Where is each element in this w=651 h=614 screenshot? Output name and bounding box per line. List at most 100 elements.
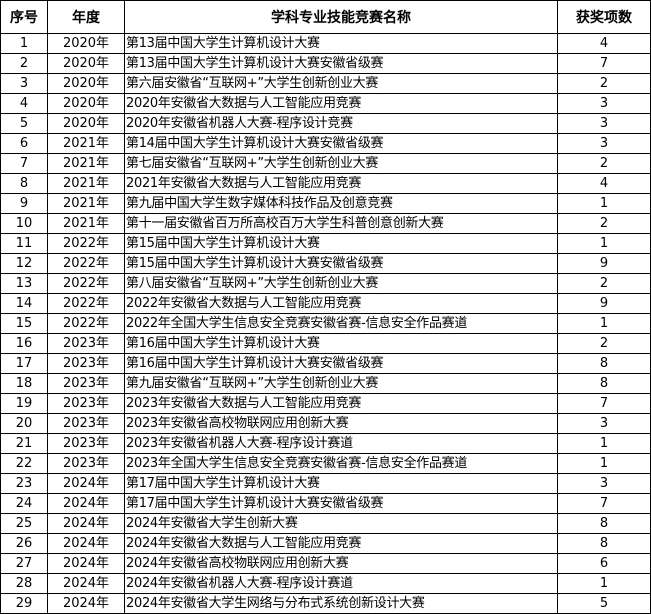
table-row: 1 2020年 第13届中国大学生计算机设计大赛 4 bbox=[0, 33, 651, 54]
table-row: 10 2021年 第十一届安徽省百万所高校百万大学生科普创意创新大赛 2 bbox=[0, 213, 651, 234]
cell-year: 2023年 bbox=[47, 393, 125, 414]
cell-year: 2020年 bbox=[47, 53, 125, 74]
cell-competition-name: 第16届中国大学生计算机设计大赛安徽省级赛 bbox=[124, 353, 558, 374]
table-row: 7 2021年 第七届安徽省“互联网+”大学生创新创业大赛 2 bbox=[0, 153, 651, 174]
cell-index: 20 bbox=[0, 413, 48, 434]
cell-award-count: 9 bbox=[557, 253, 651, 274]
cell-index: 14 bbox=[0, 293, 48, 314]
cell-year: 2022年 bbox=[47, 233, 125, 254]
cell-competition-name: 第六届安徽省“互联网+”大学生创新创业大赛 bbox=[124, 73, 558, 94]
table-row: 17 2023年 第16届中国大学生计算机设计大赛安徽省级赛 8 bbox=[0, 353, 651, 374]
cell-index: 28 bbox=[0, 573, 48, 594]
cell-competition-name: 第15届中国大学生计算机设计大赛 bbox=[124, 233, 558, 254]
cell-index: 21 bbox=[0, 433, 48, 454]
table-row: 27 2024年 2024年安徽省高校物联网应用创新大赛 6 bbox=[0, 553, 651, 574]
cell-award-count: 2 bbox=[557, 153, 651, 174]
cell-year: 2023年 bbox=[47, 413, 125, 434]
cell-index: 5 bbox=[0, 113, 48, 134]
cell-award-count: 3 bbox=[557, 93, 651, 114]
table-row: 2 2020年 第13届中国大学生计算机设计大赛安徽省级赛 7 bbox=[0, 53, 651, 74]
cell-competition-name: 2021年安徽省大数据与人工智能应用竞赛 bbox=[124, 173, 558, 194]
cell-index: 23 bbox=[0, 473, 48, 494]
header-year: 年度 bbox=[47, 0, 125, 34]
table-row: 5 2020年 2020年安徽省机器人大赛-程序设计竞赛 3 bbox=[0, 113, 651, 134]
cell-index: 11 bbox=[0, 233, 48, 254]
cell-index: 19 bbox=[0, 393, 48, 414]
cell-award-count: 3 bbox=[557, 413, 651, 434]
cell-index: 15 bbox=[0, 313, 48, 334]
cell-year: 2023年 bbox=[47, 373, 125, 394]
cell-award-count: 5 bbox=[557, 593, 651, 614]
cell-year: 2024年 bbox=[47, 553, 125, 574]
cell-award-count: 1 bbox=[557, 233, 651, 254]
table-row: 22 2023年 2023年全国大学生信息安全竞赛安徽省赛-信息安全作品赛道 1 bbox=[0, 453, 651, 474]
cell-competition-name: 2024年安徽省机器人大赛-程序设计赛道 bbox=[124, 573, 558, 594]
table-row: 28 2024年 2024年安徽省机器人大赛-程序设计赛道 1 bbox=[0, 573, 651, 594]
cell-index: 22 bbox=[0, 453, 48, 474]
table-row: 3 2020年 第六届安徽省“互联网+”大学生创新创业大赛 2 bbox=[0, 73, 651, 94]
cell-year: 2023年 bbox=[47, 453, 125, 474]
cell-award-count: 2 bbox=[557, 333, 651, 354]
cell-award-count: 3 bbox=[557, 473, 651, 494]
cell-competition-name: 第十一届安徽省百万所高校百万大学生科普创意创新大赛 bbox=[124, 213, 558, 234]
cell-index: 6 bbox=[0, 133, 48, 154]
cell-award-count: 2 bbox=[557, 213, 651, 234]
cell-competition-name: 第13届中国大学生计算机设计大赛安徽省级赛 bbox=[124, 53, 558, 74]
table-row: 21 2023年 2023年安徽省机器人大赛-程序设计赛道 1 bbox=[0, 433, 651, 454]
table-row: 8 2021年 2021年安徽省大数据与人工智能应用竞赛 4 bbox=[0, 173, 651, 194]
cell-year: 2024年 bbox=[47, 473, 125, 494]
cell-year: 2020年 bbox=[47, 113, 125, 134]
cell-year: 2022年 bbox=[47, 273, 125, 294]
cell-index: 10 bbox=[0, 213, 48, 234]
cell-index: 13 bbox=[0, 273, 48, 294]
table-row: 16 2023年 第16届中国大学生计算机设计大赛 2 bbox=[0, 333, 651, 354]
table-row: 4 2020年 2020年安徽省大数据与人工智能应用竞赛 3 bbox=[0, 93, 651, 114]
cell-competition-name: 第17届中国大学生计算机设计大赛安徽省级赛 bbox=[124, 493, 558, 514]
cell-index: 8 bbox=[0, 173, 48, 194]
cell-year: 2024年 bbox=[47, 513, 125, 534]
cell-year: 2021年 bbox=[47, 213, 125, 234]
table-row: 12 2022年 第15届中国大学生计算机设计大赛安徽省级赛 9 bbox=[0, 253, 651, 274]
table-row: 11 2022年 第15届中国大学生计算机设计大赛 1 bbox=[0, 233, 651, 254]
table-row: 13 2022年 第八届安徽省“互联网+”大学生创新创业大赛 2 bbox=[0, 273, 651, 294]
cell-competition-name: 第14届中国大学生计算机设计大赛安徽省级赛 bbox=[124, 133, 558, 154]
cell-award-count: 1 bbox=[557, 313, 651, 334]
cell-year: 2021年 bbox=[47, 153, 125, 174]
cell-index: 1 bbox=[0, 33, 48, 54]
cell-competition-name: 第13届中国大学生计算机设计大赛 bbox=[124, 33, 558, 54]
cell-competition-name: 第九届中国大学生数字媒体科技作品及创意竞赛 bbox=[124, 193, 558, 214]
cell-year: 2022年 bbox=[47, 253, 125, 274]
cell-competition-name: 2023年安徽省大数据与人工智能应用竞赛 bbox=[124, 393, 558, 414]
cell-competition-name: 2024年安徽省大学生创新大赛 bbox=[124, 513, 558, 534]
cell-year: 2024年 bbox=[47, 533, 125, 554]
cell-award-count: 2 bbox=[557, 273, 651, 294]
cell-year: 2021年 bbox=[47, 173, 125, 194]
cell-year: 2023年 bbox=[47, 353, 125, 374]
table-row: 26 2024年 2024年安徽省大数据与人工智能应用竞赛 8 bbox=[0, 533, 651, 554]
cell-index: 12 bbox=[0, 253, 48, 274]
cell-competition-name: 2020年安徽省机器人大赛-程序设计竞赛 bbox=[124, 113, 558, 134]
table-row: 18 2023年 第九届安徽省“互联网+”大学生创新创业大赛 8 bbox=[0, 373, 651, 394]
cell-award-count: 8 bbox=[557, 533, 651, 554]
cell-award-count: 7 bbox=[557, 493, 651, 514]
cell-award-count: 8 bbox=[557, 373, 651, 394]
cell-year: 2020年 bbox=[47, 93, 125, 114]
table-row: 23 2024年 第17届中国大学生计算机设计大赛 3 bbox=[0, 473, 651, 494]
cell-competition-name: 2024年安徽省高校物联网应用创新大赛 bbox=[124, 553, 558, 574]
table-row: 14 2022年 2022年安徽省大数据与人工智能应用竞赛 9 bbox=[0, 293, 651, 314]
cell-index: 25 bbox=[0, 513, 48, 534]
table-row: 24 2024年 第17届中国大学生计算机设计大赛安徽省级赛 7 bbox=[0, 493, 651, 514]
cell-year: 2020年 bbox=[47, 33, 125, 54]
cell-index: 9 bbox=[0, 193, 48, 214]
cell-award-count: 6 bbox=[557, 553, 651, 574]
cell-award-count: 3 bbox=[557, 113, 651, 134]
cell-index: 17 bbox=[0, 353, 48, 374]
cell-competition-name: 第八届安徽省“互联网+”大学生创新创业大赛 bbox=[124, 273, 558, 294]
cell-award-count: 8 bbox=[557, 353, 651, 374]
cell-competition-name: 第七届安徽省“互联网+”大学生创新创业大赛 bbox=[124, 153, 558, 174]
table-row: 15 2022年 2022年全国大学生信息安全竞赛安徽省赛-信息安全作品赛道 1 bbox=[0, 313, 651, 334]
cell-award-count: 9 bbox=[557, 293, 651, 314]
table-row: 25 2024年 2024年安徽省大学生创新大赛 8 bbox=[0, 513, 651, 534]
cell-index: 27 bbox=[0, 553, 48, 574]
